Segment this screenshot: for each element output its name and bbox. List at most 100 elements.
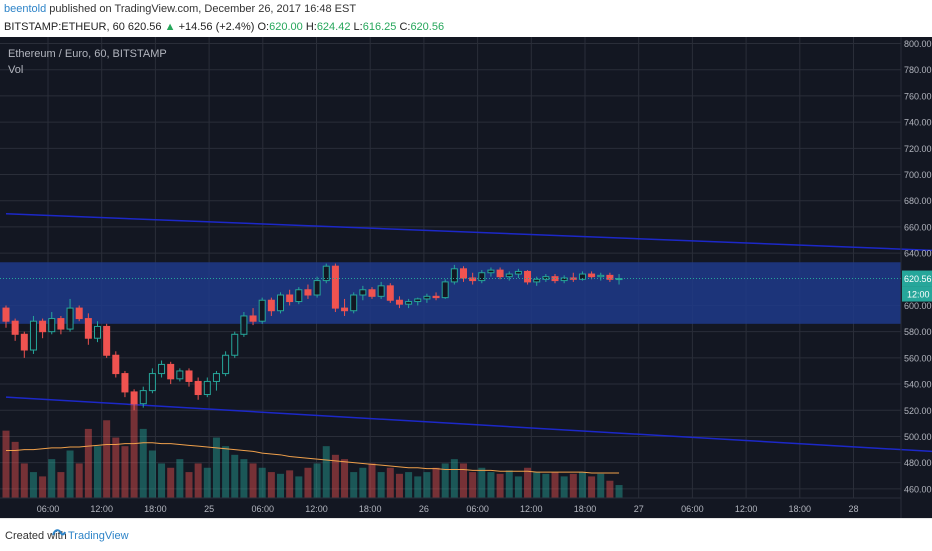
price-tick-label: 520.00 xyxy=(904,406,932,416)
candle-body xyxy=(203,380,211,396)
candle-body xyxy=(194,380,202,396)
candle-body xyxy=(331,265,339,309)
candle-body xyxy=(405,301,413,305)
last-price: 620.56 xyxy=(127,21,162,33)
price-tick-label: 740.00 xyxy=(904,118,932,128)
volume-bar xyxy=(185,472,193,498)
volume-bar xyxy=(2,430,10,498)
volume-bar xyxy=(167,467,175,498)
volume-bar xyxy=(569,473,577,498)
volume-bar xyxy=(469,472,477,498)
volume-bar xyxy=(130,403,138,498)
volume-bar xyxy=(176,459,184,498)
volume-bar xyxy=(57,472,65,498)
candle-body xyxy=(277,294,284,312)
price-tick-label: 720.00 xyxy=(904,144,932,154)
candle-body xyxy=(94,325,101,339)
volume-bar xyxy=(258,467,266,498)
open-label: O: xyxy=(257,21,270,33)
symbol-info: BITSTAMP:ETHEUR, 60 620.56 ▲ +14.56 (+2.… xyxy=(4,21,444,33)
candle-body xyxy=(2,307,10,322)
candle-body xyxy=(139,390,147,405)
trendline xyxy=(5,396,932,453)
volume-bar xyxy=(139,428,147,498)
created-with-text: Created with xyxy=(5,530,67,542)
volume-bar xyxy=(341,459,349,498)
candle-body xyxy=(304,289,312,296)
time-tick-label: 12:00 xyxy=(90,504,113,514)
candle-body xyxy=(359,289,367,296)
price-tick-label: 700.00 xyxy=(904,170,932,180)
candle-body xyxy=(450,268,458,283)
candle-body xyxy=(578,273,586,280)
price-tick-label: 640.00 xyxy=(904,249,932,259)
close-value: 620.56 xyxy=(410,21,445,33)
candle-body xyxy=(267,299,275,312)
volume-bar xyxy=(514,476,522,498)
candle-body xyxy=(505,273,513,278)
volume-bar xyxy=(20,463,28,498)
countdown-tag xyxy=(902,286,932,302)
tradingview-logo-icon[interactable] xyxy=(52,526,66,540)
volume-bar xyxy=(423,472,431,498)
candle-body xyxy=(103,325,111,356)
open-value: 620.00 xyxy=(269,21,303,33)
time-tick-label: 12:00 xyxy=(305,504,328,514)
volume-bar xyxy=(158,463,166,498)
volume-bar xyxy=(295,476,303,498)
price-chart[interactable]: 800.00 780.00 760.00 740.00 720.00 700.00 680.… xyxy=(0,37,932,518)
price-tick-label: 580.00 xyxy=(904,327,932,337)
price-axis[interactable]: 800.00 780.00 760.00 740.00 720.00 700.00 680.… xyxy=(904,39,932,494)
candle-body xyxy=(542,276,550,280)
volume-bar xyxy=(606,480,614,498)
volume-bar xyxy=(496,473,504,498)
volume-bar xyxy=(277,473,284,498)
candle-body xyxy=(222,354,230,375)
volume-bar xyxy=(368,463,376,498)
candle-body xyxy=(423,295,431,300)
candle-body xyxy=(496,269,504,278)
footer: Created with TradingView xyxy=(0,518,932,551)
volume-bar xyxy=(350,472,358,498)
price-tick-label: 660.00 xyxy=(904,222,932,232)
up-arrow-icon: ▲ xyxy=(164,21,176,33)
volume-bar xyxy=(560,476,568,498)
candle-body xyxy=(350,294,358,312)
price-tick-label: 780.00 xyxy=(904,65,932,75)
time-tick-label: 27 xyxy=(634,504,644,514)
volume-bar xyxy=(249,463,257,498)
candle-body xyxy=(460,268,467,279)
volume-bar xyxy=(194,463,202,498)
time-tick-label: 12:00 xyxy=(735,504,758,514)
candle-body xyxy=(524,270,532,283)
author-link[interactable]: beentold xyxy=(4,3,47,15)
time-tick-label: 18:00 xyxy=(359,504,382,514)
volume-bar xyxy=(322,446,330,498)
time-tick-label: 12:00 xyxy=(520,504,543,514)
last-price-tag-label: 620.56 xyxy=(904,274,932,284)
volume-bar xyxy=(487,472,495,498)
volume-ma-line xyxy=(6,442,620,474)
volume-bar xyxy=(29,472,37,498)
countdown-tag-label: 12:00 xyxy=(907,290,930,300)
candle-body xyxy=(414,298,422,303)
time-tick-label: 06:00 xyxy=(37,504,60,514)
volume-bar xyxy=(66,450,74,498)
candle-body xyxy=(121,373,129,393)
chart-area[interactable]: 800.00 780.00 760.00 740.00 720.00 700.00 680.… xyxy=(0,37,932,518)
candle-body xyxy=(130,391,138,405)
symbol-label: BITSTAMP:ETHEUR, 60 xyxy=(4,21,125,33)
tradingview-link[interactable]: TradingView xyxy=(68,530,129,542)
volume-bar xyxy=(84,428,92,498)
time-tick-label: 18:00 xyxy=(789,504,812,514)
candle-body xyxy=(514,270,522,275)
candle-body xyxy=(377,285,385,297)
price-tick-label: 540.00 xyxy=(904,380,932,390)
candle-body xyxy=(560,277,568,282)
volume-bar xyxy=(103,420,111,498)
volume-bar xyxy=(148,450,156,498)
time-tick-label: 26 xyxy=(419,504,429,514)
time-axis[interactable]: 06:00 12:00 18:00 25 06:00 12:00 18:00 26 06:00 1… xyxy=(37,504,859,514)
volume-bar xyxy=(460,463,467,498)
candle-body xyxy=(615,278,623,281)
